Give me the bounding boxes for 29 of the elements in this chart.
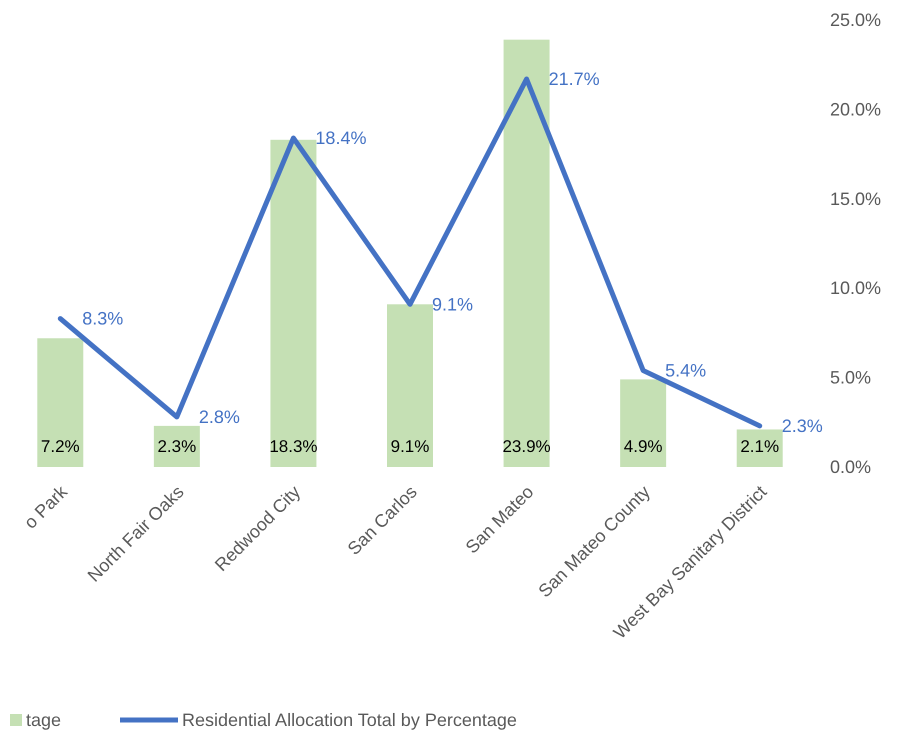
data-label: 4.9% xyxy=(624,437,663,456)
data-label: 2.3% xyxy=(157,437,196,456)
data-label: 7.2% xyxy=(40,437,80,456)
bar xyxy=(620,379,666,467)
y-tick-label: 15.0% xyxy=(830,188,882,209)
data-label: 2.1% xyxy=(740,437,780,456)
data-label: 23.9% xyxy=(502,437,551,456)
y-tick-label: 25.0% xyxy=(830,10,882,30)
data-label: 21.7% xyxy=(548,69,600,90)
y-tick-label: 10.0% xyxy=(830,278,882,298)
legend-label: Residential Allocation Total by Percentage xyxy=(182,710,517,730)
bar xyxy=(387,304,433,467)
bar xyxy=(37,338,84,467)
legend-label: tage xyxy=(26,710,62,730)
y-tick-label: 5.0% xyxy=(830,368,872,388)
data-label: 8.3% xyxy=(82,308,124,329)
y-tick-label: 20.0% xyxy=(830,99,882,120)
data-label: 2.8% xyxy=(198,406,240,427)
bar xyxy=(504,40,550,467)
data-label: 5.4% xyxy=(665,360,706,380)
bar xyxy=(736,429,783,467)
data-label: 9.1% xyxy=(390,437,430,456)
data-label: 18.3% xyxy=(269,437,318,456)
data-label: 18.4% xyxy=(315,128,366,148)
bar xyxy=(270,140,316,467)
y-tick-label: 0.0% xyxy=(830,457,872,477)
bar xyxy=(154,426,200,467)
data-label: 2.3% xyxy=(782,416,823,436)
data-label: 9.1% xyxy=(432,294,474,314)
